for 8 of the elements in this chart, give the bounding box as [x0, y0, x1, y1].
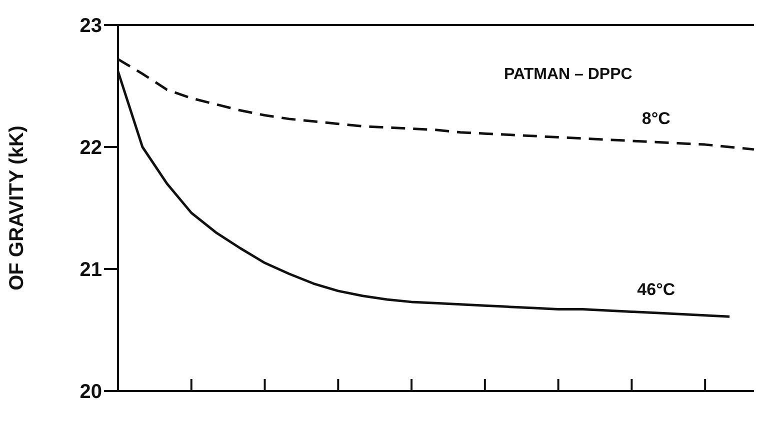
annotation: PATMAN – DPPC	[504, 66, 632, 84]
y-tick-label: 23	[80, 15, 102, 38]
y-axis-title: OF GRAVITY (kK)	[6, 126, 28, 290]
y-tick-label: 20	[80, 381, 102, 404]
series-label: 46°C	[637, 280, 676, 299]
series-label: 8°C	[642, 109, 670, 128]
y-tick-label: 21	[80, 259, 102, 282]
y-tick-label: 22	[80, 137, 102, 160]
